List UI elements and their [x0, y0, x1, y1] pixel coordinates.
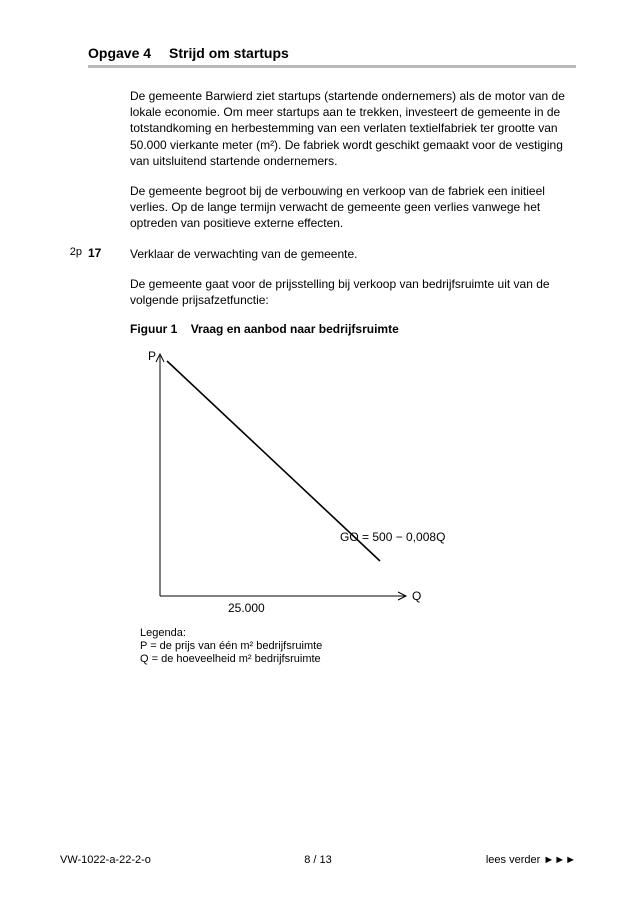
heading-rule — [88, 65, 576, 68]
legenda-title: Legenda: — [140, 627, 186, 639]
figure-label: Figuur 1 — [130, 322, 177, 336]
question-text: Verklaar de verwachting van de gemeente. — [130, 246, 576, 262]
page-footer: VW-1022-a-22-2-o 8 / 13 lees verder ►►► — [60, 854, 576, 866]
legenda-q: Q = de hoeveelheid m² bedrijfsruimte — [140, 653, 321, 665]
paragraph-2: De gemeente begroot bij de verbouwing en… — [130, 183, 570, 232]
paragraph-3: De gemeente gaat voor de prijsstelling b… — [130, 276, 570, 308]
question-row: 2p 17 Verklaar de verwachting van de gem… — [60, 246, 576, 262]
x-axis-label: Q — [412, 589, 421, 603]
line-equation: GO = 500 − 0,008Q — [340, 530, 445, 544]
heading-title: Strijd om startups — [169, 45, 289, 61]
chart: P Q 25.000 GO = 500 − 0,008Q Legenda: P … — [130, 346, 450, 666]
question-points: 2p — [60, 246, 88, 258]
figure-caption: Figuur 1 Vraag en aanbod naar bedrijfsru… — [130, 322, 570, 336]
footer-center: 8 / 13 — [60, 854, 576, 866]
question-number: 17 — [88, 246, 130, 260]
paragraph-1: De gemeente Barwierd ziet startups (star… — [130, 88, 570, 169]
legenda-p: P = de prijs van één m² bedrijfsruimte — [140, 640, 322, 652]
y-axis-label: P — [148, 349, 156, 363]
heading-number: Opgave 4 — [88, 45, 151, 61]
x-tick-label: 25.000 — [228, 601, 265, 615]
figure-title: Vraag en aanbod naar bedrijfsruimte — [191, 322, 399, 336]
